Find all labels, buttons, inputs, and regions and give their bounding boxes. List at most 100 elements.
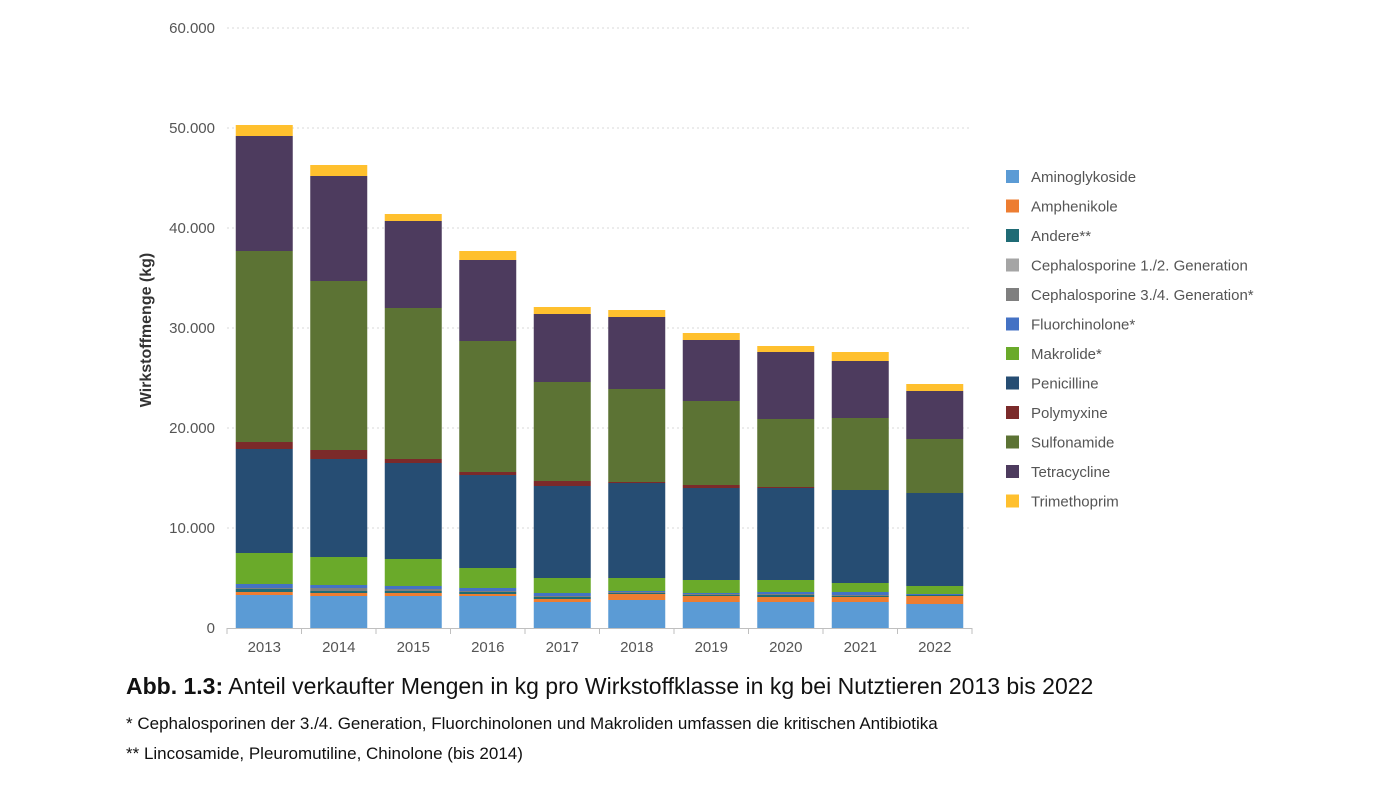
bar-segment [384, 589, 442, 591]
bar-segment [906, 604, 964, 628]
stacked-bar-chart: 0 10.000 20.000 30.000 40.000 50.000 60.000 20… [138, 20, 1254, 656]
bar-segment [682, 488, 740, 580]
bar-segment [310, 176, 368, 281]
bar-segment [608, 482, 666, 483]
bar-segment [831, 602, 889, 628]
legend-item: Cephalosporine 1./2. Generation [1006, 258, 1248, 275]
x-tick-label: 2014 [322, 639, 355, 656]
bar-segment [235, 442, 293, 449]
bar-segment [533, 578, 591, 593]
x-axis: 2013 2014 2015 2016 2017 2018 2019 2020 2021 2022 [226, 628, 973, 656]
bar-segment [831, 490, 889, 583]
legend-item: Makrolide* [1006, 346, 1102, 363]
legend-swatch [1006, 376, 1019, 390]
y-axis-label: Wirkstoffmenge (kg) [138, 253, 155, 408]
x-tick-label: 2019 [695, 639, 728, 656]
legend-item: Polymyxine [1006, 405, 1108, 422]
bar-segment [533, 596, 591, 597]
x-tick-label: 2017 [546, 639, 579, 656]
bar-segment [384, 214, 442, 221]
y-tick-label: 30.000 [169, 320, 215, 337]
x-tick-label: 2013 [248, 639, 281, 656]
legend-swatch [1006, 347, 1019, 360]
bar-segment [757, 580, 815, 592]
bar-segment [757, 602, 815, 628]
legend-label: Polymyxine [1031, 405, 1108, 422]
bar-segment [533, 314, 591, 382]
legend-swatch [1006, 199, 1019, 213]
legend-item: Andere** [1006, 228, 1091, 245]
bar-segment [459, 588, 517, 591]
bar-segment [906, 595, 964, 596]
x-tick-label: 2020 [769, 639, 802, 656]
bar-segment [310, 281, 368, 450]
bar-segment [384, 596, 442, 628]
bar-segment [608, 594, 666, 600]
legend-swatch [1006, 406, 1019, 419]
bar-segment [459, 568, 517, 588]
bar-segment [682, 602, 740, 628]
bar-segment [906, 586, 964, 594]
bar-segment [310, 459, 368, 557]
caption-text: Anteil verkaufter Mengen in kg pro Wirks… [223, 673, 1094, 699]
bar-segment [310, 557, 368, 585]
bar-segment [682, 333, 740, 340]
bar-segment [757, 346, 815, 352]
y-tick-label: 60.000 [169, 20, 215, 37]
bar-segment [384, 593, 442, 596]
bar-segment [459, 341, 517, 472]
legend-label: Fluorchinolone* [1031, 317, 1135, 334]
bar-segment [235, 589, 293, 592]
legend-label: Cephalosporine 3./4. Generation* [1031, 287, 1254, 304]
bar-stack-2015 [384, 214, 442, 628]
bar-segment [235, 595, 293, 628]
footnote-critical-antibiotics: * Cephalosporinen der 3./4. Generation, … [126, 714, 938, 733]
bar-segment [310, 585, 368, 588]
bar-segment [459, 596, 517, 628]
legend-label: Aminoglykoside [1031, 169, 1136, 186]
bar-segment [608, 591, 666, 592]
legend-item: Tetracycline [1006, 464, 1110, 481]
bar-segment [459, 475, 517, 568]
legend: Aminoglykoside Amphenikole Andere** Cephalo… [1006, 169, 1254, 511]
bar-segment [310, 596, 368, 628]
bar-segment [459, 591, 517, 592]
bar-segment [831, 418, 889, 490]
bar-segment [757, 419, 815, 487]
bar-segment [608, 593, 666, 594]
bar-segment [235, 251, 293, 442]
bar-segment [682, 485, 740, 488]
footnote-andere: ** Lincosamide, Pleuromutiline, Chinolon… [126, 744, 523, 763]
bar-segment [906, 439, 964, 493]
bar-segment [310, 165, 368, 176]
legend-swatch [1006, 258, 1019, 272]
bar-stack-2020 [757, 346, 815, 628]
legend-swatch [1006, 317, 1019, 331]
bar-stack-2019 [682, 333, 740, 628]
bar-segment [310, 588, 368, 591]
bar-segment [906, 493, 964, 586]
x-tick-label: 2022 [918, 639, 951, 656]
bar-segment [682, 596, 740, 602]
bar-segment [608, 389, 666, 482]
legend-item: Penicilline [1006, 376, 1099, 393]
y-tick-label: 0 [207, 620, 215, 637]
bar-segment [384, 221, 442, 308]
bar-segment [533, 597, 591, 599]
legend-swatch [1006, 435, 1019, 449]
legend-item: Cephalosporine 3./4. Generation* [1006, 287, 1254, 304]
bar-segment [682, 340, 740, 401]
bar-segment [384, 459, 442, 463]
bar-segment [757, 352, 815, 419]
bar-segment [235, 592, 293, 595]
bar-segment [533, 481, 591, 486]
y-tick-label: 10.000 [169, 520, 215, 537]
bar-segment [235, 553, 293, 584]
bar-segment [310, 450, 368, 459]
bar-stack-2014 [310, 165, 368, 628]
legend-label: Makrolide* [1031, 346, 1102, 363]
legend-swatch [1006, 229, 1019, 242]
bar-segment [682, 580, 740, 593]
bar-stack-2016 [459, 251, 517, 628]
bar-segment [459, 260, 517, 341]
